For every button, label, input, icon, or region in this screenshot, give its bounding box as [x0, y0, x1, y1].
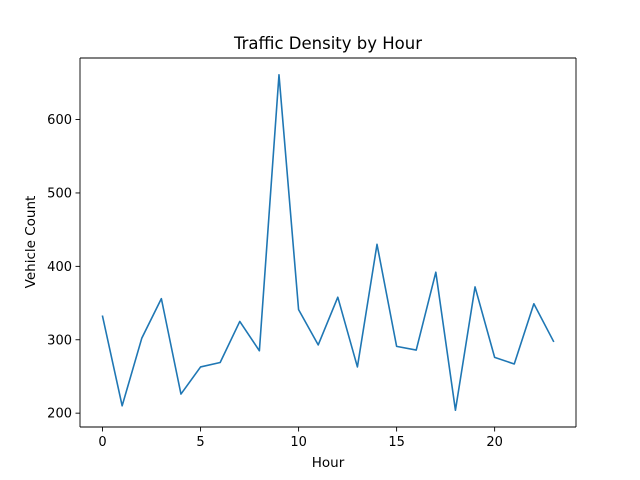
x-axis-label: Hour	[312, 455, 345, 471]
series-line	[101, 73, 555, 412]
x-tick-label: 5	[196, 435, 204, 450]
chart-title: Traffic Density by Hour	[233, 34, 422, 53]
plot-area	[80, 58, 576, 427]
y-tick-label: 400	[47, 260, 72, 275]
y-tick-label: 300	[47, 333, 72, 348]
x-tick-label: 20	[486, 435, 503, 450]
y-tick-label: 200	[47, 407, 72, 422]
x-tick-label: 15	[388, 435, 405, 450]
x-tick-label: 10	[290, 435, 307, 450]
y-axis-label: Vehicle Count	[23, 196, 39, 289]
y-tick-label: 500	[47, 186, 72, 201]
plot-frame	[79, 57, 577, 428]
y-tick-label: 600	[47, 113, 72, 128]
x-tick-label: 0	[98, 435, 106, 450]
axis-ticks: 0 5 10 15 20 200 300 400 500 600	[47, 113, 503, 450]
